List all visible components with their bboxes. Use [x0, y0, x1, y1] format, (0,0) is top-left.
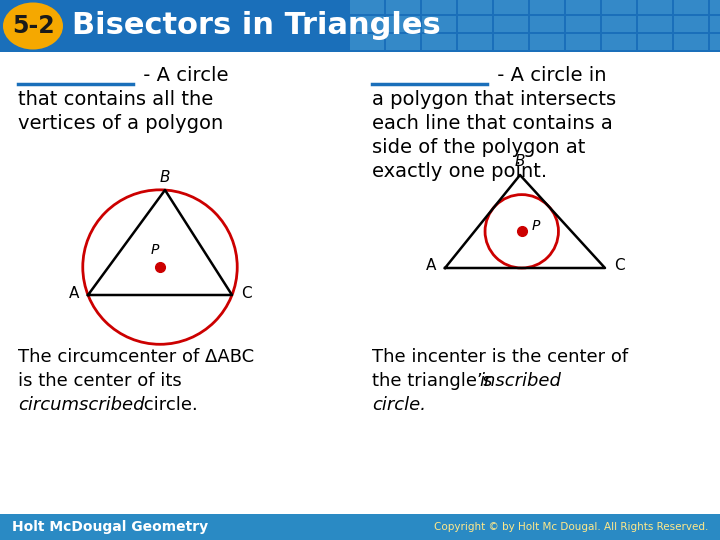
Bar	[458, 0, 492, 14]
Bar	[674, 0, 708, 14]
Bar	[422, 0, 456, 14]
Bar	[530, 34, 564, 50]
Bar	[566, 16, 600, 32]
Ellipse shape	[3, 3, 63, 50]
Text: vertices of a polygon: vertices of a polygon	[18, 114, 223, 133]
Bar	[530, 16, 564, 32]
Bar	[674, 16, 708, 32]
Text: inscribed: inscribed	[479, 372, 561, 390]
Bar	[494, 16, 528, 32]
Bar	[386, 16, 420, 32]
Bar	[350, 0, 384, 14]
Bar	[602, 0, 636, 14]
Text: 5-2: 5-2	[12, 14, 54, 38]
Bar	[0, 0, 720, 52]
Bar	[494, 0, 528, 14]
Bar	[0, 514, 720, 540]
Bar	[638, 16, 672, 32]
Bar	[458, 16, 492, 32]
Text: circle.: circle.	[372, 396, 426, 414]
Text: a polygon that intersects: a polygon that intersects	[372, 90, 616, 109]
Bar	[566, 34, 600, 50]
Bar	[710, 34, 720, 50]
Bar	[386, 34, 420, 50]
Text: A: A	[69, 286, 79, 300]
Text: Bisectors in Triangles: Bisectors in Triangles	[72, 11, 441, 40]
Text: A: A	[426, 259, 436, 273]
Text: B: B	[515, 154, 526, 170]
Text: The incenter is the center of: The incenter is the center of	[372, 348, 628, 366]
Bar	[638, 0, 672, 14]
Bar	[422, 16, 456, 32]
Bar	[386, 0, 420, 14]
Text: P: P	[531, 219, 540, 233]
Bar	[602, 34, 636, 50]
Text: C: C	[613, 259, 624, 273]
Text: Holt McDougal Geometry: Holt McDougal Geometry	[12, 520, 208, 534]
Bar	[530, 0, 564, 14]
Text: P: P	[150, 243, 159, 257]
Text: - A circle: - A circle	[137, 66, 228, 85]
Bar	[602, 16, 636, 32]
Text: side of the polygon at: side of the polygon at	[372, 138, 585, 157]
Text: that contains all the: that contains all the	[18, 90, 213, 109]
Text: exactly one point.: exactly one point.	[372, 162, 547, 181]
Text: B: B	[160, 170, 170, 185]
Bar	[674, 34, 708, 50]
Bar	[710, 16, 720, 32]
Text: each line that contains a: each line that contains a	[372, 114, 613, 133]
Bar	[566, 0, 600, 14]
Text: circle.: circle.	[138, 396, 198, 414]
Text: the triangle’s: the triangle’s	[372, 372, 498, 390]
Text: C: C	[240, 286, 251, 300]
Text: - A circle in: - A circle in	[491, 66, 606, 85]
Bar	[494, 34, 528, 50]
Bar	[638, 34, 672, 50]
Text: circumscribed: circumscribed	[18, 396, 145, 414]
Text: Copyright © by Holt Mc Dougal. All Rights Reserved.: Copyright © by Holt Mc Dougal. All Right…	[433, 522, 708, 532]
Text: is the center of its: is the center of its	[18, 372, 181, 390]
Bar	[710, 0, 720, 14]
Bar	[350, 16, 384, 32]
Bar	[458, 34, 492, 50]
Bar	[350, 34, 384, 50]
Text: The circumcenter of ΔABC: The circumcenter of ΔABC	[18, 348, 254, 366]
Bar	[422, 34, 456, 50]
